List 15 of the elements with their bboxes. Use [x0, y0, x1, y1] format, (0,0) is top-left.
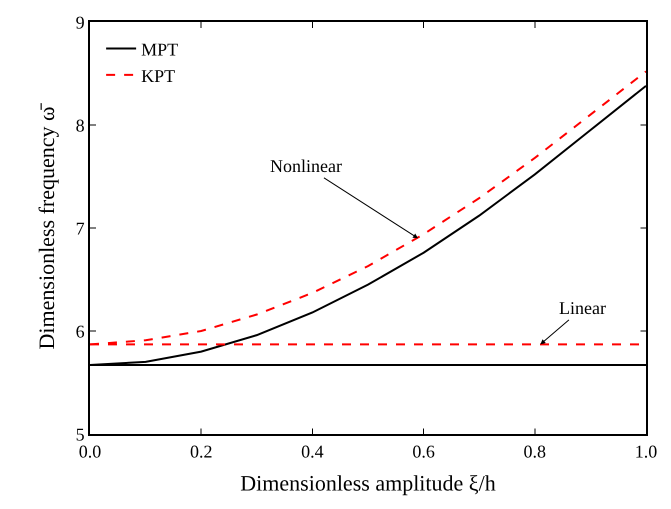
x-tick-label: 0.8	[524, 441, 546, 462]
y-tick-label: 8	[76, 115, 85, 136]
y-tick-label: 7	[76, 218, 85, 238]
annotation: Linear	[559, 298, 606, 318]
x-tick-label: 0.6	[412, 441, 435, 462]
y-axis-title: Dimensionless frequency ω̄	[34, 102, 59, 350]
x-axis-title: Dimensionless amplitude ξ/h	[240, 470, 496, 496]
x-tick-label: 1.0	[634, 441, 658, 462]
y-tick-label: 6	[76, 321, 85, 342]
x-tick-label: 0.4	[301, 441, 324, 462]
annotation: Nonlinear	[270, 156, 342, 176]
legend-label: MPT	[141, 39, 178, 60]
legend-label: KPT	[141, 66, 176, 86]
x-tick-label: 0.2	[190, 441, 212, 462]
y-tick-label: 9	[76, 12, 85, 32]
